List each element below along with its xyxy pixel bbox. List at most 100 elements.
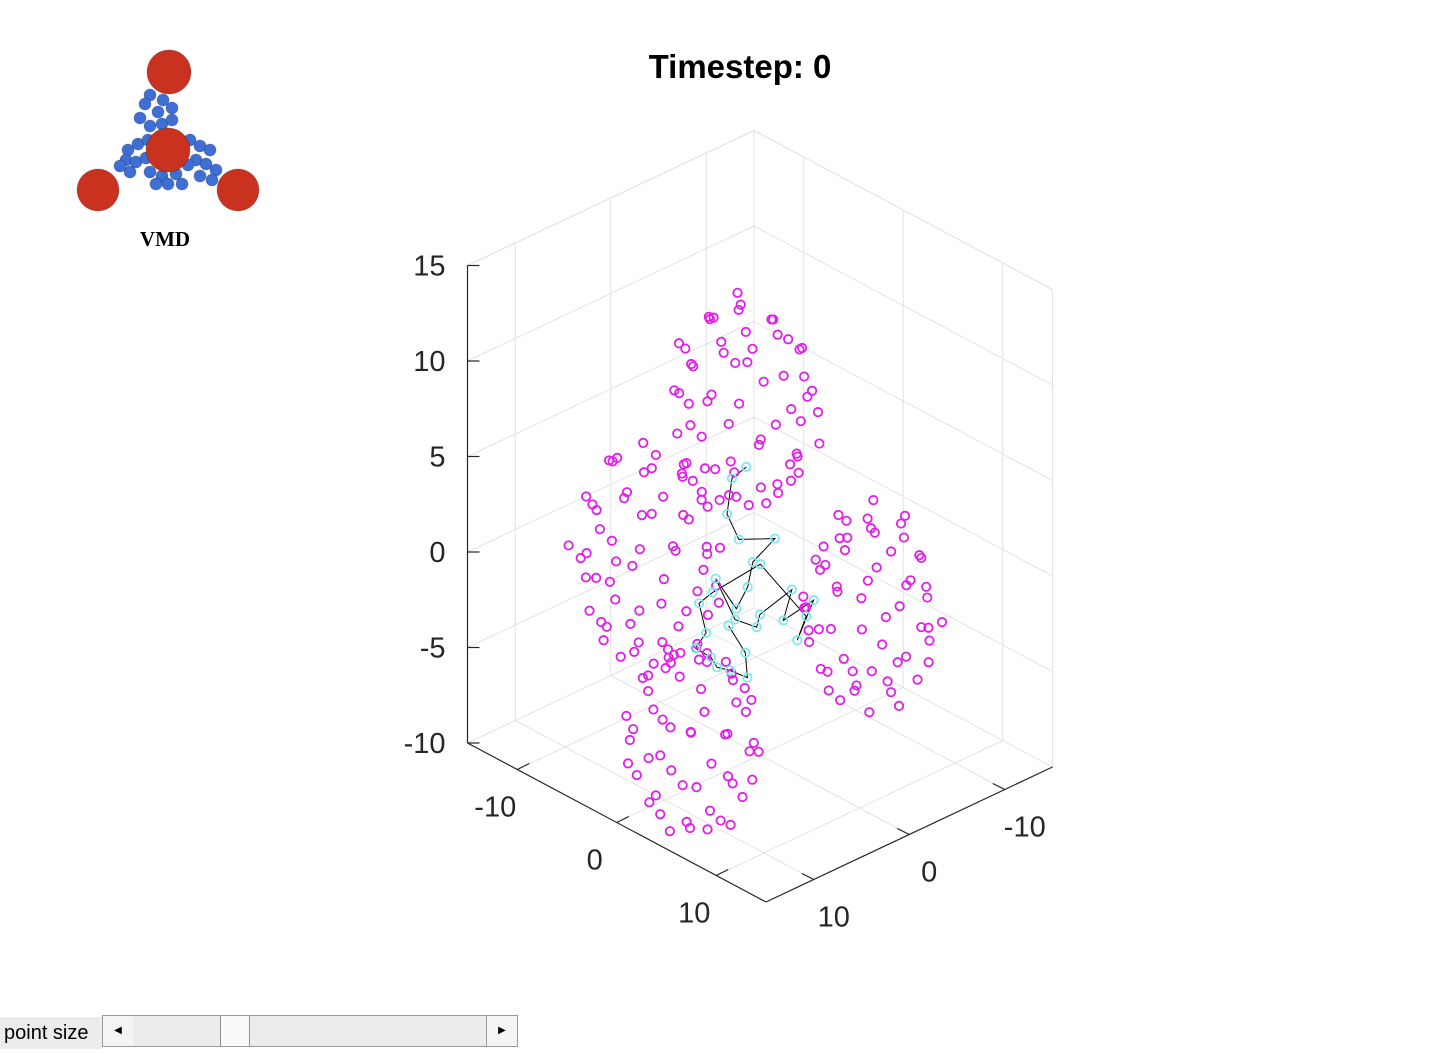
data-point	[912, 674, 923, 685]
z-tick-label: -5	[420, 633, 446, 665]
point-size-slider[interactable]: ◀ ▶	[102, 1015, 518, 1047]
data-point	[804, 636, 815, 648]
data-point	[916, 552, 927, 564]
data-point	[885, 687, 897, 698]
data-point	[636, 509, 648, 521]
data-point	[704, 805, 716, 816]
data-point	[587, 499, 598, 510]
data-point	[856, 593, 867, 604]
logo-bead	[161, 177, 175, 191]
data-point	[895, 518, 907, 529]
data-point	[714, 494, 725, 506]
data-point	[691, 782, 702, 793]
chain-point	[769, 533, 781, 544]
logo-bead	[156, 93, 170, 107]
data-point	[731, 697, 742, 708]
data-point	[815, 663, 826, 675]
data-point	[796, 342, 808, 354]
y-tick	[896, 827, 910, 836]
chain-point	[740, 647, 751, 658]
logo-bead	[145, 127, 191, 173]
logo-bead	[149, 177, 163, 191]
data-point	[606, 535, 617, 546]
slider-track[interactable]	[133, 1016, 487, 1046]
x-tick	[715, 868, 729, 877]
logo-bead	[146, 49, 192, 95]
data-point	[810, 554, 821, 565]
chain-point	[751, 622, 762, 633]
data-point	[714, 542, 726, 553]
data-point	[643, 670, 654, 681]
data-point	[604, 576, 615, 587]
data-point	[710, 464, 721, 475]
data-point	[785, 459, 796, 470]
data-point	[708, 312, 719, 323]
data-point	[612, 452, 623, 464]
slider-right-arrow-icon[interactable]: ▶	[486, 1016, 517, 1046]
data-point	[634, 605, 645, 616]
data-point	[851, 680, 862, 691]
data-point	[631, 769, 642, 781]
data-point	[699, 463, 711, 474]
chain-point	[808, 595, 819, 606]
chain-point	[786, 584, 797, 595]
point-size-control: point size ◀ ▶	[0, 1013, 520, 1053]
x-tick-label: 10	[678, 898, 710, 930]
data-point	[842, 532, 853, 543]
data-point	[733, 304, 744, 316]
data-point	[584, 605, 595, 616]
data-point	[936, 617, 948, 628]
data-point	[742, 357, 753, 368]
logo-bead	[175, 177, 189, 191]
data-point	[831, 581, 842, 592]
chain-point	[778, 615, 789, 626]
data-point	[665, 657, 676, 669]
data-point	[773, 487, 784, 499]
data-point	[698, 564, 709, 575]
data-point	[894, 601, 905, 612]
chain-line	[694, 466, 815, 679]
y-tick-label: 0	[921, 857, 937, 889]
data-point	[795, 416, 806, 427]
chain-point	[723, 620, 734, 631]
slider-left-arrow-icon[interactable]: ◀	[103, 1016, 134, 1046]
data-point	[692, 586, 703, 597]
tick-labels: -10 -5 0 5 10 15 -10 0 10 -10 0 10	[404, 251, 1046, 934]
data-point	[669, 385, 680, 396]
data-point	[856, 624, 868, 635]
data-point	[699, 706, 710, 718]
data-point	[758, 376, 769, 387]
logo-bead	[113, 159, 127, 173]
data-point	[696, 494, 707, 505]
chain-point	[710, 573, 721, 584]
data-point	[793, 467, 804, 478]
z-tick-label: 5	[429, 442, 445, 474]
data-point	[628, 724, 639, 735]
chain-point	[690, 643, 701, 654]
y-tick	[992, 782, 1006, 791]
data-point	[833, 509, 844, 521]
data-point	[658, 574, 670, 585]
logo-bead	[203, 143, 217, 157]
data-point	[740, 706, 752, 717]
data-point	[667, 541, 679, 552]
logo-bead	[216, 168, 260, 212]
data-point	[657, 637, 668, 648]
data-point	[743, 500, 754, 511]
logo-bead	[165, 113, 179, 127]
data-point	[646, 508, 657, 519]
data-point	[633, 637, 644, 648]
data-point	[847, 666, 858, 677]
chain-point	[701, 627, 712, 638]
data-point	[814, 438, 825, 449]
data-point	[672, 428, 683, 439]
data-point	[678, 509, 689, 521]
data-point	[675, 647, 686, 659]
slider-thumb[interactable]	[220, 1016, 251, 1046]
data-point	[727, 778, 738, 789]
data-point	[685, 420, 696, 431]
data-point	[580, 572, 591, 583]
data-point	[643, 685, 654, 697]
data-point	[684, 822, 696, 834]
